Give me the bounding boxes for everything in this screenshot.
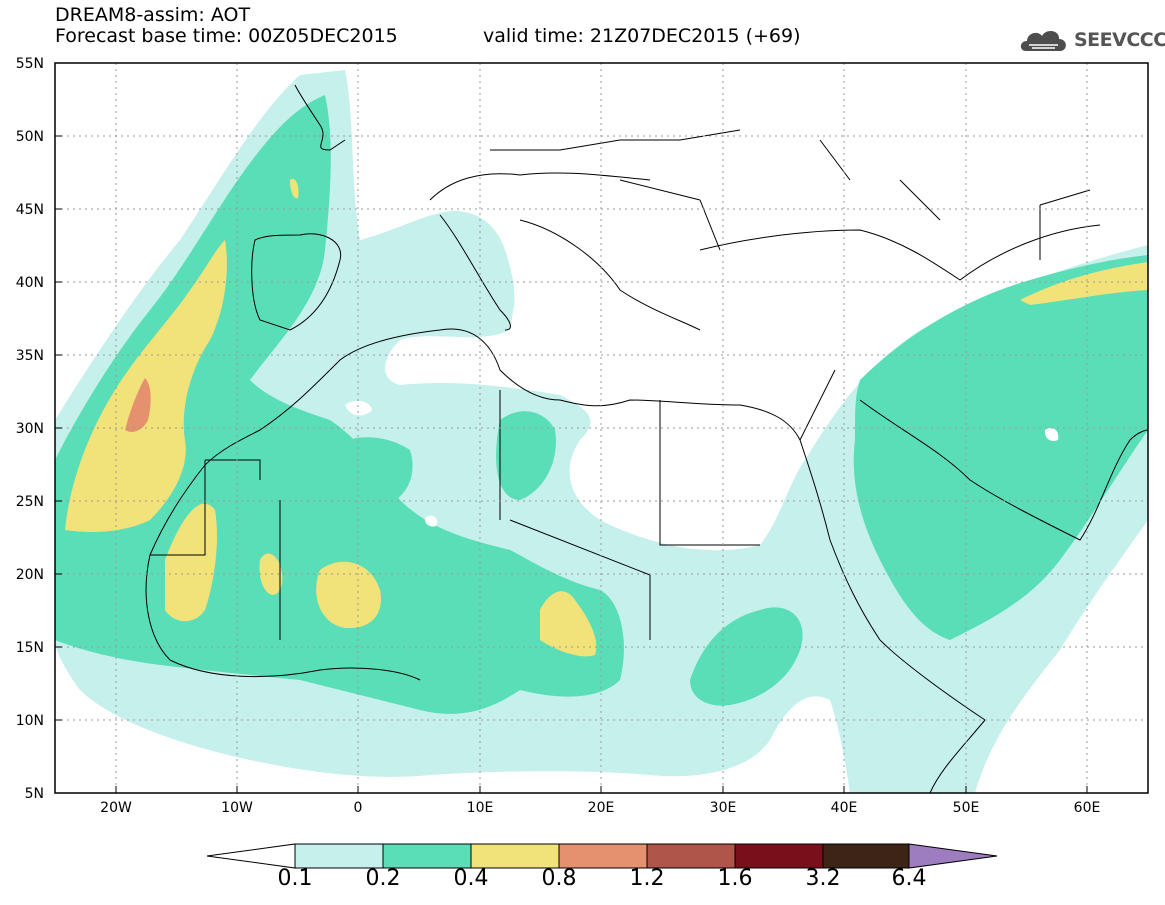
- lat-label: 15N: [16, 640, 44, 656]
- aot-contour-0.8: [125, 378, 151, 432]
- aot-hole: [345, 400, 372, 416]
- graticule: [55, 63, 1148, 793]
- lon-label: 60E: [1074, 800, 1101, 816]
- colorbar-label: 1.6: [717, 866, 753, 891]
- colorbar-swatch: [470, 843, 560, 869]
- colorbar-label: 0.1: [277, 866, 313, 891]
- lon-label: 10W: [221, 800, 253, 816]
- aot-contour-0.2-libya: [496, 411, 556, 500]
- aot-hole: [424, 515, 438, 527]
- lat-label: 45N: [16, 202, 44, 218]
- colorbar: [206, 843, 998, 869]
- lat-label: 5N: [25, 786, 44, 802]
- aot-contour-0.4-small: [259, 553, 283, 595]
- valid-time: valid time: 21Z07DEC2015 (+69): [483, 25, 801, 47]
- lat-label: 35N: [16, 348, 44, 364]
- aot-contour-0.4-mauritania: [165, 503, 217, 622]
- longitude-labels: 20W 10W 0 10E 20E 30E 40E 50E 60E: [100, 800, 1100, 816]
- cloud-icon: [1020, 30, 1066, 51]
- aot-contour-0.4-mali: [316, 561, 381, 629]
- lon-label: 30E: [710, 800, 737, 816]
- lat-label: 20N: [16, 567, 44, 583]
- lat-label: 10N: [16, 713, 44, 729]
- colorbar-under-triangle: [206, 843, 296, 869]
- colorbar-label: 0.2: [365, 866, 401, 891]
- aot-contour-0.4-niger: [540, 591, 597, 657]
- colorbar-label: 0.8: [541, 866, 577, 891]
- colorbar-label: 6.4: [891, 866, 927, 891]
- lon-label: 20W: [100, 800, 132, 816]
- lon-label: 0: [354, 800, 363, 816]
- colorbar-label: 0.4: [453, 866, 489, 891]
- latitude-labels: 55N 50N 45N 40N 35N 30N 25N 20N 15N 10N …: [16, 56, 44, 802]
- lon-label: 50E: [953, 800, 980, 816]
- lat-label: 25N: [16, 494, 44, 510]
- lon-label: 20E: [588, 800, 615, 816]
- aot-contour-0.2-algeria: [318, 437, 413, 506]
- lon-label: 40E: [831, 800, 858, 816]
- map-title: DREAM8-assim: AOT: [55, 4, 251, 26]
- coastlines: [145, 84, 1148, 793]
- lon-label: 10E: [467, 800, 494, 816]
- aot-contour-0.4-iberia: [290, 178, 299, 199]
- lat-label: 40N: [16, 275, 44, 291]
- colorbar-swatch: [558, 843, 648, 869]
- colorbar-swatch: [734, 843, 824, 869]
- aot-contour-0.4-iran: [1020, 262, 1148, 305]
- aot-contour-0.2-east: [853, 255, 1148, 640]
- aot-contour-0.2-sudan: [690, 607, 803, 706]
- lat-label: 30N: [16, 421, 44, 437]
- forecast-base-time: Forecast base time: 00Z05DEC2015: [55, 25, 398, 47]
- colorbar-label: 1.2: [629, 866, 665, 891]
- colorbar-swatch: [294, 843, 384, 869]
- seevccc-logo: SEEVCCC: [1018, 24, 1165, 56]
- aot-hole: [1044, 428, 1059, 441]
- colorbar-over-triangle: [908, 843, 998, 869]
- colorbar-label: 3.2: [805, 866, 841, 891]
- colorbar-swatch: [646, 843, 736, 869]
- colorbar-swatch: [382, 843, 472, 869]
- lat-label: 50N: [16, 129, 44, 145]
- tick-marks: [55, 62, 1088, 794]
- logo-text: SEEVCCC: [1074, 29, 1165, 51]
- lat-label: 55N: [16, 56, 44, 72]
- colorbar-swatch: [822, 843, 910, 869]
